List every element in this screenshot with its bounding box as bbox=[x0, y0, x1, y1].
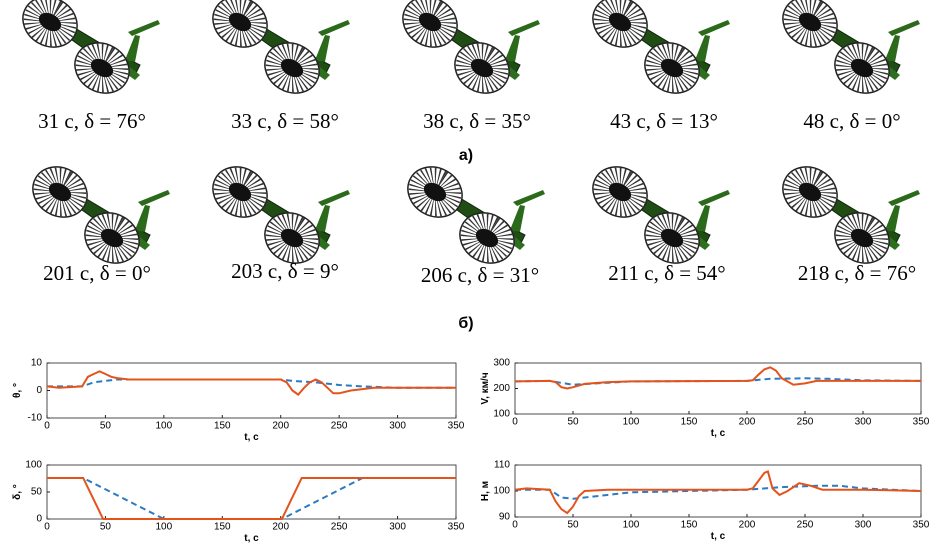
aircraft-row-a bbox=[14, 0, 920, 103]
x-tick-label: 200 bbox=[272, 421, 289, 432]
plot-frame bbox=[515, 363, 921, 414]
caption: 203 с, δ = 9° bbox=[231, 259, 339, 283]
x-tick-label: 250 bbox=[331, 421, 348, 432]
x-axis-label: t, c bbox=[711, 531, 726, 542]
y-tick-label: 50 bbox=[31, 487, 43, 498]
y-axis-label: δ, ° bbox=[12, 484, 23, 500]
caption: 33 с, δ = 58° bbox=[231, 109, 339, 133]
x-tick-label: 250 bbox=[797, 417, 814, 428]
x-tick-label: 50 bbox=[100, 421, 112, 432]
x-tick-label: 350 bbox=[448, 421, 465, 432]
x-tick-label: 150 bbox=[681, 417, 698, 428]
x-tick-label: 200 bbox=[272, 522, 289, 533]
x-tick-label: 300 bbox=[389, 421, 406, 432]
x-tick-label: 200 bbox=[739, 520, 756, 531]
x-tick-label: 100 bbox=[156, 522, 173, 533]
plot-frame bbox=[47, 465, 456, 519]
x-tick-label: 100 bbox=[156, 421, 173, 432]
x-tick-label: 250 bbox=[797, 520, 814, 531]
y-axis-label: H, м bbox=[480, 481, 491, 501]
x-tick-label: 350 bbox=[913, 417, 930, 428]
x-tick-label: 0 bbox=[44, 421, 50, 432]
x-tick-label: 0 bbox=[512, 520, 518, 531]
x-tick-label: 100 bbox=[623, 417, 640, 428]
caption: 43 с, δ = 13° bbox=[610, 109, 718, 133]
caption: 31 с, δ = 76° bbox=[38, 109, 146, 133]
panel-label: а) bbox=[459, 147, 473, 164]
x-tick-label: 200 bbox=[739, 417, 756, 428]
figure: 31 с, δ = 76° 33 с, δ = 58° 38 с, δ = 35… bbox=[0, 0, 933, 549]
x-tick-label: 350 bbox=[448, 522, 465, 533]
x-tick-label: 150 bbox=[214, 421, 231, 432]
x-tick-label: 50 bbox=[567, 520, 579, 531]
y-tick-label: 100 bbox=[25, 460, 42, 471]
x-axis-label: t, c bbox=[711, 428, 726, 439]
y-tick-label: 0 bbox=[36, 385, 42, 396]
y-axis-label: V, км/ч bbox=[480, 372, 491, 404]
y-tick-label: 10 bbox=[31, 358, 43, 369]
x-tick-label: 250 bbox=[331, 522, 348, 533]
caption: 211 с, δ = 54° bbox=[608, 261, 725, 285]
x-tick-label: 300 bbox=[855, 417, 872, 428]
y-axis-label: θ, ° bbox=[12, 383, 23, 398]
x-tick-label: 0 bbox=[512, 417, 518, 428]
x-tick-label: 300 bbox=[855, 520, 872, 531]
x-tick-label: 50 bbox=[567, 417, 579, 428]
x-tick-label: 150 bbox=[214, 522, 231, 533]
y-tick-label: 90 bbox=[499, 512, 511, 523]
x-tick-label: 100 bbox=[623, 520, 640, 531]
plot-frame bbox=[47, 363, 456, 418]
y-tick-label: -10 bbox=[28, 413, 43, 424]
y-tick-label: 110 bbox=[494, 460, 510, 471]
x-tick-label: 50 bbox=[100, 522, 112, 533]
caption: 218 с, δ = 76° bbox=[798, 261, 916, 285]
x-axis-label: t, c bbox=[244, 432, 259, 443]
caption: 201 с, δ = 0° bbox=[43, 261, 151, 285]
panel-label: б) bbox=[458, 315, 473, 332]
y-tick-label: 100 bbox=[493, 486, 510, 497]
y-tick-label: 0 bbox=[36, 514, 42, 525]
y-tick-label: 300 bbox=[493, 358, 510, 369]
x-tick-label: 0 bbox=[44, 522, 50, 533]
x-tick-label: 300 bbox=[389, 522, 406, 533]
y-tick-label: 200 bbox=[493, 383, 510, 394]
x-tick-label: 350 bbox=[913, 520, 930, 531]
y-tick-label: 100 bbox=[493, 409, 510, 420]
x-tick-label: 150 bbox=[681, 520, 698, 531]
caption: 48 с, δ = 0° bbox=[803, 109, 900, 133]
caption: 206 с, δ = 31° bbox=[421, 263, 539, 287]
aircraft-row-b bbox=[24, 157, 920, 273]
caption: 38 с, δ = 35° bbox=[423, 109, 531, 133]
x-axis-label: t, c bbox=[244, 533, 259, 544]
